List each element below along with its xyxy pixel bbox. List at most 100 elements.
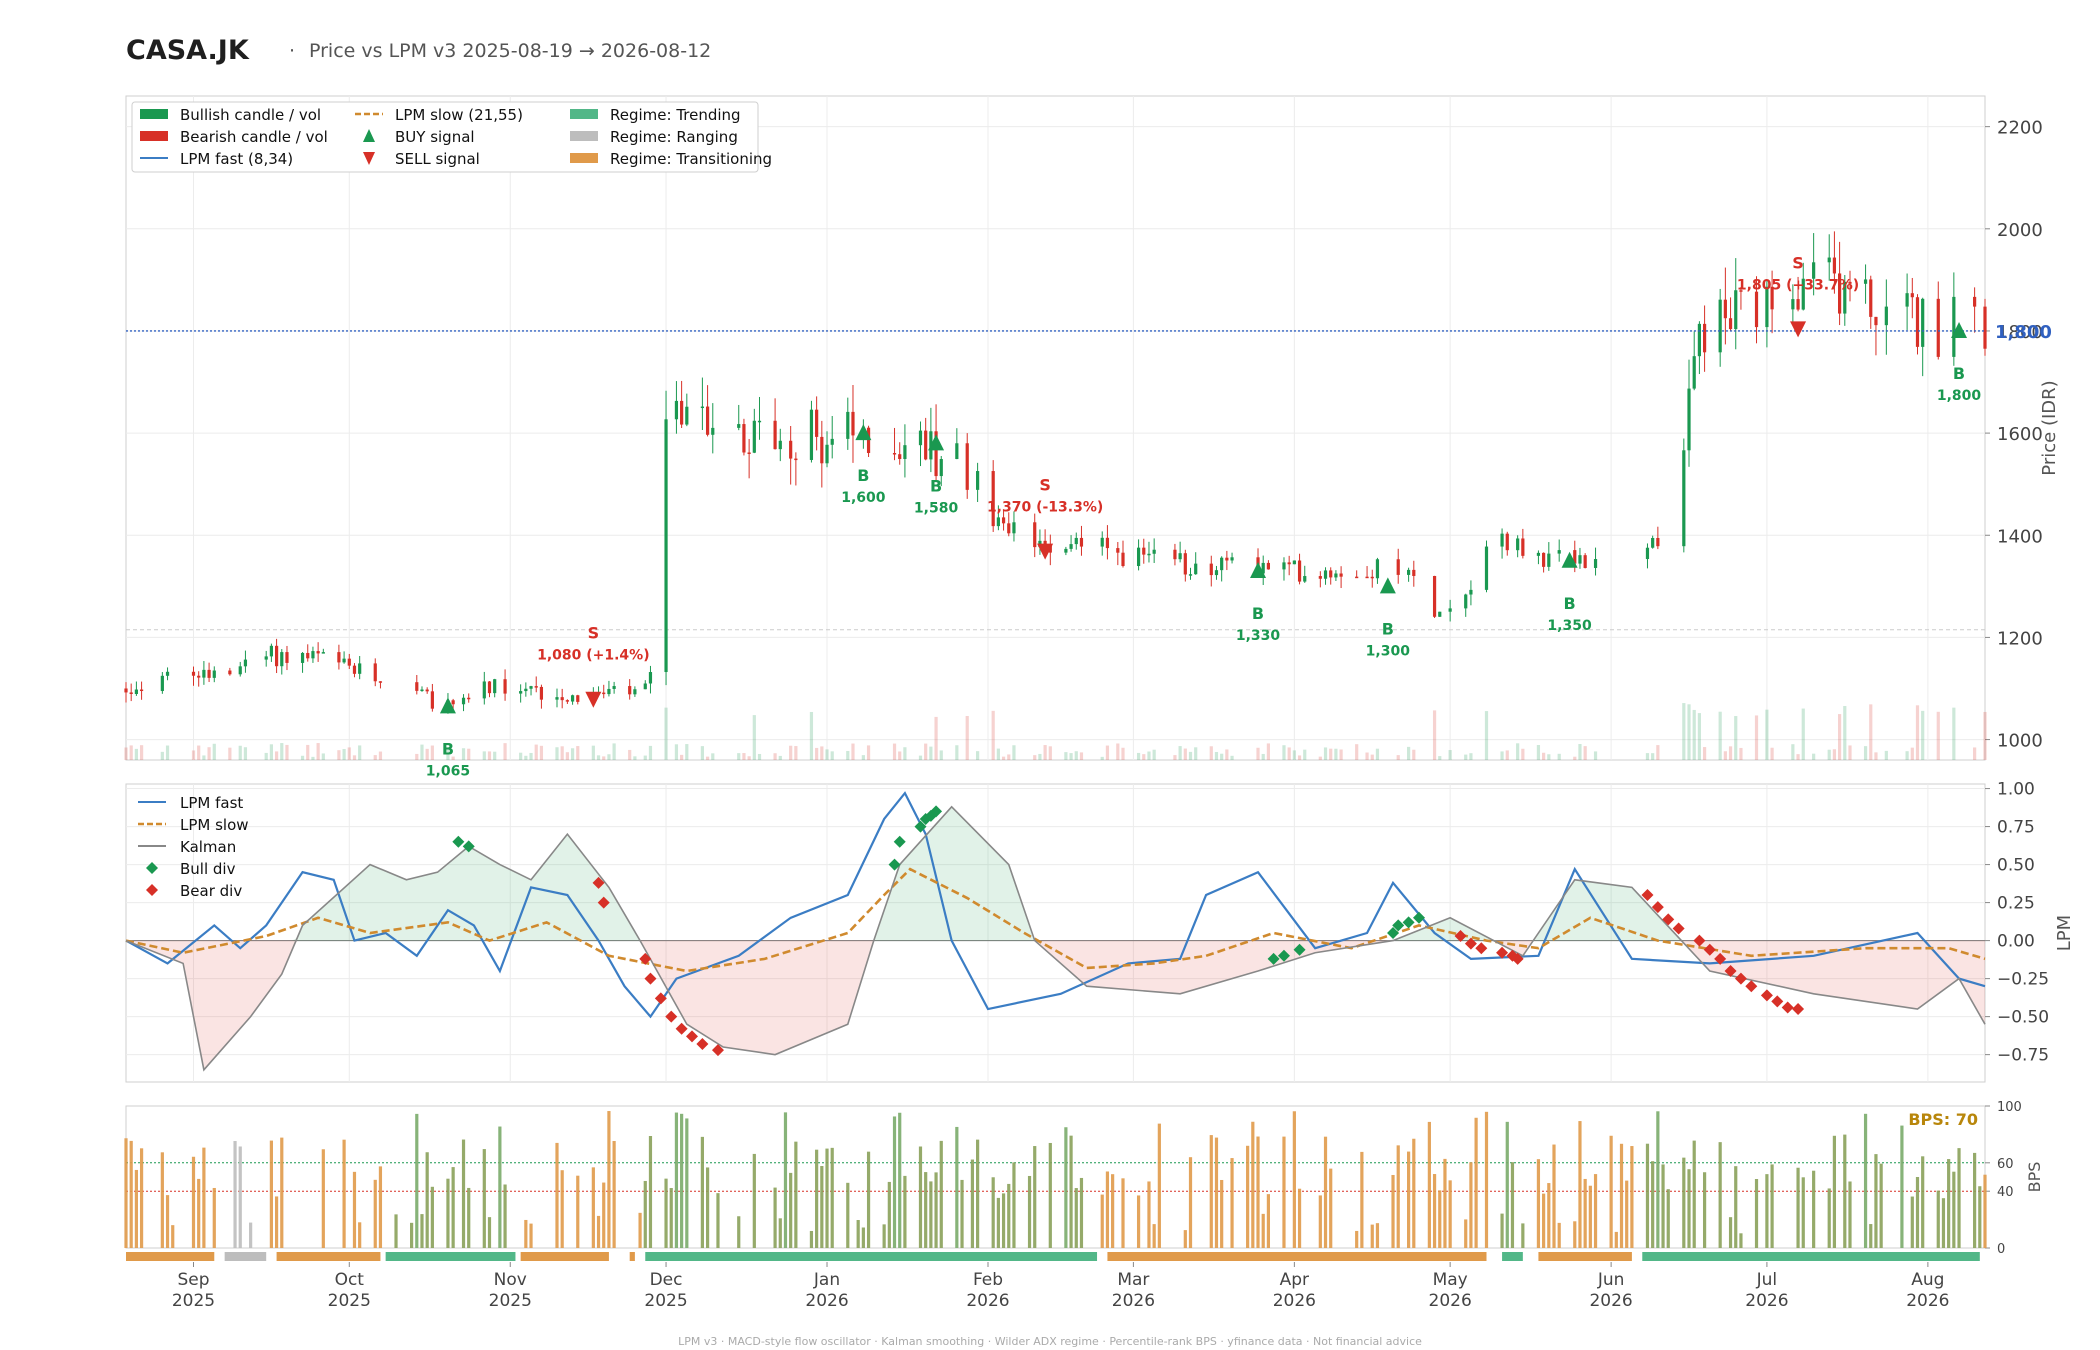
bps-bar bbox=[1656, 1111, 1660, 1248]
candle-body bbox=[1121, 552, 1125, 567]
bps-bar bbox=[861, 1227, 865, 1248]
bps-bar bbox=[648, 1136, 653, 1248]
bull-div-marker bbox=[452, 835, 465, 848]
bps-bar bbox=[420, 1214, 424, 1248]
bps-bar bbox=[1609, 1135, 1613, 1248]
bear-div-marker bbox=[1651, 901, 1664, 914]
candle-body bbox=[280, 652, 284, 667]
lpm-y-label: LPM bbox=[2054, 915, 2075, 951]
volume-bar bbox=[1178, 746, 1182, 760]
volume-bar bbox=[1973, 747, 1977, 760]
regime-segment bbox=[1642, 1252, 1980, 1261]
volume-bar bbox=[1194, 747, 1198, 760]
bps-bar bbox=[705, 1167, 710, 1248]
bps-bar bbox=[321, 1149, 325, 1248]
bear-div-marker bbox=[1781, 1001, 1794, 1014]
bps-bar bbox=[1978, 1186, 1982, 1248]
signal-value: 1,300 bbox=[1366, 643, 1411, 659]
signal-letter: B bbox=[1953, 364, 1965, 383]
bps-bar bbox=[773, 1187, 777, 1248]
volume-bar bbox=[1884, 750, 1888, 760]
candle-body bbox=[939, 459, 943, 477]
volume-bar bbox=[430, 745, 434, 760]
candle-body bbox=[1230, 557, 1234, 561]
price-panel: 1000 1200 1400 1600 1800 2000 2200 Price (IDR) 1… bbox=[124, 95, 2060, 779]
candle-body bbox=[1983, 306, 1987, 349]
legend-label: Bull div bbox=[180, 860, 236, 878]
bps-bar bbox=[846, 1182, 850, 1248]
volume-bar bbox=[337, 750, 341, 760]
volume-bar bbox=[1723, 751, 1727, 760]
candle-body bbox=[165, 671, 170, 676]
volume-bar bbox=[996, 748, 1000, 760]
candle-body bbox=[212, 670, 216, 678]
signal-value: 1,580 bbox=[914, 500, 959, 516]
buy-signal-marker bbox=[928, 434, 945, 451]
candle-body bbox=[1007, 523, 1011, 534]
bps-bar bbox=[596, 1215, 601, 1248]
volume-bar bbox=[700, 746, 704, 760]
bps-bar bbox=[1033, 1146, 1037, 1248]
candle-body bbox=[1843, 281, 1847, 314]
signal-letter: B bbox=[857, 466, 869, 485]
volume-bar bbox=[160, 751, 164, 760]
legend-box bbox=[131, 101, 759, 173]
bear-div-marker bbox=[1714, 952, 1727, 965]
candle-body bbox=[1536, 552, 1541, 556]
candle-body bbox=[264, 656, 268, 660]
candle-body bbox=[955, 443, 959, 460]
bps-bar bbox=[1121, 1178, 1125, 1248]
bps-bar bbox=[197, 1178, 201, 1248]
volume-bar bbox=[1448, 750, 1452, 760]
signal-value: 1,600 bbox=[841, 490, 886, 506]
volume-bar bbox=[1770, 747, 1774, 760]
bps-bar bbox=[1064, 1127, 1068, 1248]
candle-body bbox=[1500, 533, 1504, 547]
signal-value: 1,080 (+1.4%) bbox=[537, 648, 650, 664]
candle-body bbox=[1365, 576, 1369, 579]
volume-bar bbox=[778, 755, 782, 760]
volume-bar bbox=[1739, 747, 1743, 760]
candle-body bbox=[1656, 538, 1660, 547]
bear-div-marker bbox=[665, 1010, 678, 1023]
candle-body bbox=[1702, 323, 1707, 353]
candle-body bbox=[1905, 293, 1909, 307]
x-tick-month: Nov bbox=[494, 1270, 527, 1290]
bear-div-marker bbox=[644, 972, 657, 985]
volume-bar bbox=[1827, 749, 1831, 760]
volume-bar bbox=[461, 748, 466, 760]
candle-body bbox=[664, 419, 668, 673]
candle-body bbox=[1770, 286, 1774, 310]
header-subtitle: Price vs LPM v3 2025-08-19 → 2026-08-12 bbox=[309, 40, 711, 62]
x-tick-month: May bbox=[1433, 1270, 1468, 1290]
volume-bar bbox=[1687, 704, 1691, 760]
buy-signal-marker bbox=[1250, 562, 1267, 579]
bps-bar bbox=[591, 1167, 595, 1248]
candle-body bbox=[539, 686, 544, 700]
bps-bar bbox=[1542, 1193, 1546, 1248]
volume-bar bbox=[1536, 745, 1541, 760]
y-tick-label: 0.00 bbox=[1997, 932, 2035, 952]
volume-bar bbox=[1573, 756, 1577, 760]
bps-bar bbox=[1645, 1143, 1650, 1248]
bps-bar bbox=[467, 1187, 471, 1248]
candle-body bbox=[191, 671, 196, 676]
bps-bar bbox=[1292, 1111, 1296, 1248]
volume-bar bbox=[602, 756, 606, 760]
volume-bar bbox=[1578, 744, 1582, 760]
signal-value: 1,065 bbox=[426, 763, 470, 779]
bps-bar bbox=[269, 1140, 273, 1248]
bps-bar bbox=[378, 1166, 383, 1248]
candle-body bbox=[680, 400, 684, 425]
candle-body bbox=[202, 669, 206, 678]
candle-body bbox=[705, 406, 710, 435]
volume-bar bbox=[555, 747, 559, 760]
bear-div-marker bbox=[1760, 989, 1773, 1002]
bps-bar bbox=[451, 1167, 455, 1248]
bps-bar bbox=[249, 1222, 253, 1248]
volume-bar bbox=[467, 748, 471, 760]
volume-bar bbox=[1001, 756, 1006, 760]
volume-bar bbox=[1702, 747, 1707, 760]
candle-body bbox=[685, 406, 689, 425]
candle-body bbox=[467, 697, 471, 700]
